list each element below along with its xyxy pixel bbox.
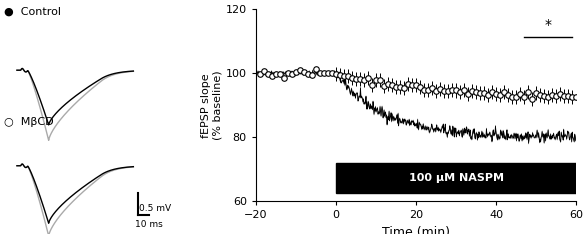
Text: 10 ms: 10 ms — [135, 220, 163, 229]
Text: *: * — [544, 18, 552, 32]
Y-axis label: fEPSP slope
(% baseline): fEPSP slope (% baseline) — [201, 70, 223, 140]
Bar — [336, 163, 576, 193]
Text: 0.5 mV: 0.5 mV — [139, 204, 172, 212]
Text: ○  MβCD: ○ MβCD — [4, 117, 54, 127]
Text: ●  Control: ● Control — [4, 7, 61, 17]
X-axis label: Time (min): Time (min) — [382, 226, 450, 234]
Text: 100 μM NASPM: 100 μM NASPM — [409, 173, 503, 183]
